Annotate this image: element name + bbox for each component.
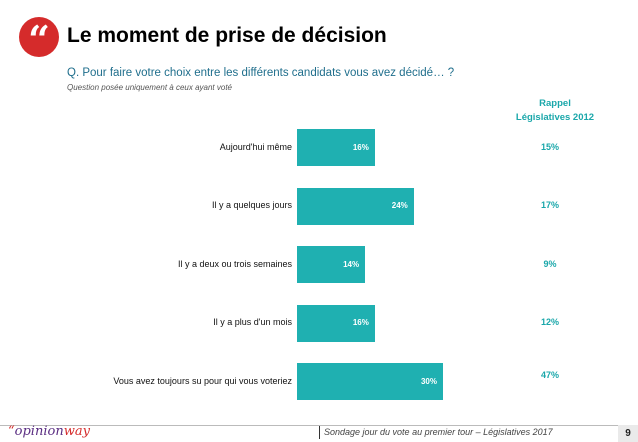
recall-2012-value: 9% bbox=[543, 258, 557, 269]
logo-quote: “ bbox=[8, 424, 15, 439]
recall-2012-value: 17% bbox=[540, 200, 559, 210]
bar-value-label: 16% bbox=[352, 142, 369, 152]
footer-divider bbox=[0, 425, 638, 426]
logo-suffix: way bbox=[63, 424, 90, 439]
category-label: Il y a plus d'un mois bbox=[213, 317, 292, 327]
bar-value-label: 30% bbox=[420, 376, 437, 386]
category-label: Vous avez toujours su pour qui vous vote… bbox=[113, 375, 292, 386]
page-number: 9 bbox=[618, 425, 638, 442]
recall-2012-value: 47% bbox=[540, 369, 559, 380]
source-text: Sondage jour du vote au premier tour – L… bbox=[324, 427, 553, 437]
logo-main: opinion bbox=[14, 424, 64, 439]
bar bbox=[297, 246, 366, 283]
quote-badge-icon: “ bbox=[19, 17, 59, 57]
recall-header-line1: Rappel bbox=[539, 98, 571, 109]
page-title: Le moment de prise de décision bbox=[67, 24, 387, 47]
bar bbox=[297, 129, 375, 166]
category-label: Il y a quelques jours bbox=[211, 200, 292, 210]
source-separator bbox=[319, 426, 320, 439]
recall-2012-value: 15% bbox=[540, 141, 559, 152]
quote-icon: “ bbox=[28, 17, 50, 57]
bar-value-label: 16% bbox=[352, 318, 369, 327]
bar bbox=[297, 304, 375, 342]
bar bbox=[297, 363, 443, 400]
bar-value-label: 14% bbox=[343, 259, 360, 269]
bar bbox=[297, 187, 414, 225]
bar-value-label: 24% bbox=[391, 201, 408, 210]
category-label: Il y a deux ou trois semaines bbox=[177, 258, 292, 269]
category-label: Aujourd'hui même bbox=[219, 141, 292, 152]
question-text: Q. Pour faire votre choix entre les diff… bbox=[67, 67, 455, 79]
question-note: Question posée uniquement à ceux ayant v… bbox=[67, 83, 232, 92]
svg-text:“: “ bbox=[28, 17, 50, 57]
recall-header-line2: Législatives 2012 bbox=[515, 112, 595, 123]
recall-2012-value: 12% bbox=[540, 317, 559, 327]
opinionway-logo: “opinionway bbox=[8, 424, 90, 439]
recall-header: Rappel Législatives 2012 bbox=[500, 97, 610, 125]
